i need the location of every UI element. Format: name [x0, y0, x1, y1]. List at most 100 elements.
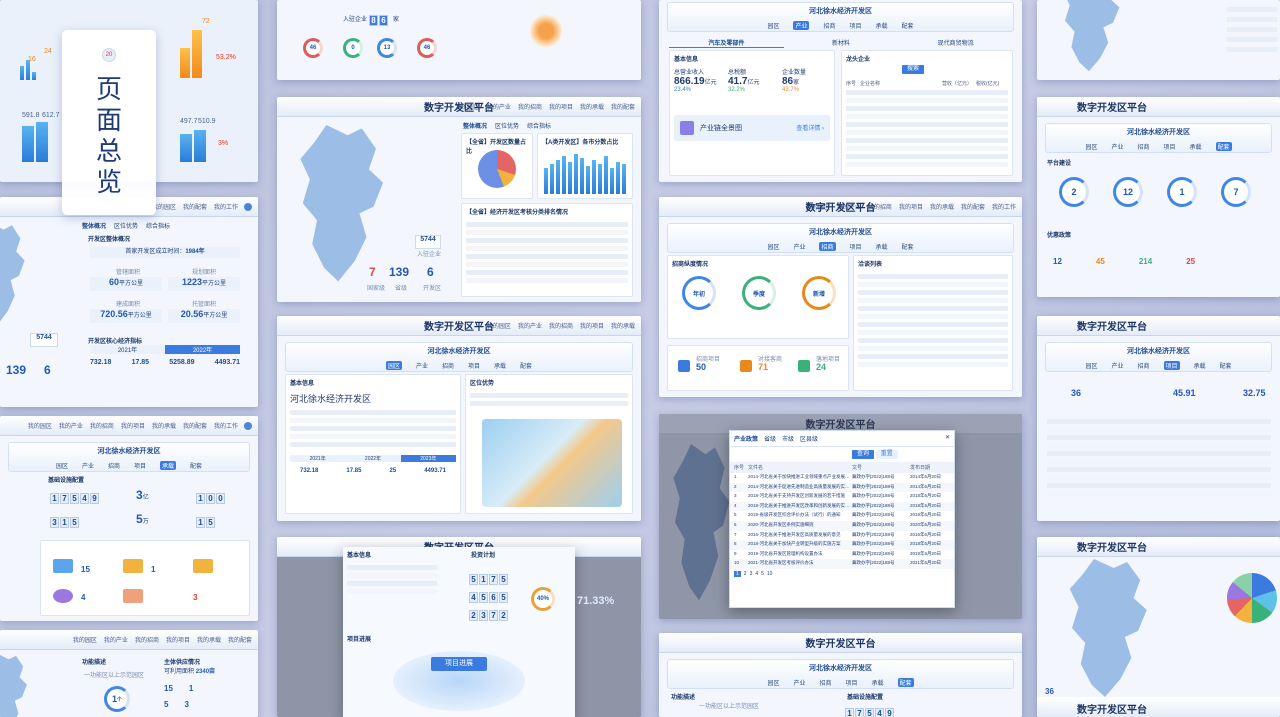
tab-project[interactable]: 项目 — [845, 681, 858, 687]
year-2022[interactable]: 2022年 — [165, 345, 240, 354]
nav-item[interactable]: 我的产业 — [486, 105, 511, 111]
industry-tab[interactable]: 现代商贸物流 — [937, 41, 974, 47]
nav-item[interactable]: 我的工作 — [991, 205, 1016, 211]
nav-item[interactable]: 我的承载 — [610, 324, 635, 330]
tab-carry[interactable]: 承载 — [160, 461, 177, 470]
tab-carry[interactable]: 承载 — [875, 245, 888, 251]
nav-item[interactable]: 我的招商 — [867, 205, 892, 211]
tab-industry[interactable]: 产业 — [415, 364, 428, 370]
nav-item[interactable]: 我的产业 — [103, 638, 128, 644]
policy-row[interactable]: 6 2020-河北省开发区条例实施细则 冀政办字[2022]188号 2020年6月2… — [730, 520, 954, 531]
page-button[interactable]: 10 — [766, 570, 773, 577]
tab-park[interactable]: 园区 — [1085, 145, 1098, 151]
tab-support[interactable]: 配套 — [897, 678, 914, 687]
tab-park[interactable]: 园区 — [1085, 364, 1098, 370]
avatar[interactable] — [244, 202, 252, 211]
year-tab[interactable]: 2023年 — [400, 455, 456, 462]
nav-item[interactable]: 我的招商 — [89, 424, 114, 430]
year-2021[interactable]: 2021年 — [90, 345, 165, 354]
nav-item[interactable]: 我的园区 — [72, 638, 97, 644]
nav-item[interactable]: 我的承载 — [151, 424, 176, 430]
modal-tab[interactable]: 区县级 — [800, 437, 819, 443]
tab-project[interactable]: 项目 — [849, 24, 862, 30]
nav-item[interactable]: 我的项目 — [120, 424, 145, 430]
tab-project[interactable]: 项目 — [849, 245, 862, 251]
tab-carry[interactable]: 承载 — [494, 364, 507, 370]
tab-index[interactable]: 综合指标 — [146, 224, 171, 230]
nav-item[interactable]: 我的招商 — [548, 324, 573, 330]
tab-investment[interactable]: 招商 — [1137, 145, 1150, 151]
policy-row[interactable]: 7 2016-河北省关于推进开发区高质量发展的意见 冀政办字[2022]188号 20… — [730, 531, 954, 541]
tab-project[interactable]: 项目 — [134, 464, 147, 470]
tab-park[interactable]: 园区 — [767, 681, 780, 687]
tab-park[interactable]: 园区 — [767, 24, 780, 30]
tab-investment[interactable]: 招商 — [441, 364, 454, 370]
policy-row[interactable]: 5 2019-省级开发区综合评价办法（试行）的通知 冀政办字[2022]188号 20… — [730, 511, 954, 521]
tab-investment[interactable]: 招商 — [1137, 364, 1150, 370]
tab-carry[interactable]: 承载 — [871, 681, 884, 687]
page-button[interactable]: 5 — [761, 570, 764, 577]
nav-item[interactable]: 我的产业 — [58, 424, 83, 430]
tab-investment[interactable]: 招商 — [819, 242, 836, 251]
policy-row[interactable]: 3 2018-河北省关于支持开发区创新发展的若干措施 冀政办字[2022]188号 2… — [730, 492, 954, 502]
page-button[interactable]: 2 — [743, 570, 747, 577]
tab-park[interactable]: 园区 — [767, 245, 780, 251]
nav-item[interactable]: 我的配套 — [182, 205, 207, 211]
nav-item[interactable]: 我的工作 — [213, 424, 238, 430]
tab-investment[interactable]: 招商 — [823, 24, 836, 30]
nav-item[interactable]: 我的项目 — [898, 205, 923, 211]
nav-item[interactable]: 我的配套 — [227, 638, 252, 644]
year-tab[interactable]: 2022年 — [345, 455, 401, 462]
policy-row[interactable]: 10 2021-河北省开发区考核评价办法 冀政办字[2022]188号 2021年6月… — [730, 559, 954, 569]
tab-support[interactable]: 配套 — [901, 24, 914, 30]
tab-project[interactable]: 项目 — [1163, 145, 1176, 151]
nav-item[interactable]: 我的园区 — [805, 205, 830, 211]
tab-carry[interactable]: 承载 — [1193, 364, 1206, 370]
nav-item[interactable]: 我的承载 — [196, 638, 221, 644]
policy-row[interactable]: 8 2018-河北省关于加快产业转型升级的实施方案 冀政办字[2022]188号 20… — [730, 540, 954, 550]
tab-carry[interactable]: 承载 — [875, 24, 888, 30]
reset-button[interactable]: 重置 — [875, 450, 898, 459]
query-button[interactable]: 查询 — [852, 450, 875, 459]
industry-tab[interactable]: 新材料 — [832, 41, 851, 47]
tab-location[interactable]: 区位优势 — [495, 124, 520, 130]
tab-project[interactable]: 项目 — [1163, 361, 1180, 370]
modal-tab[interactable]: 市级 — [782, 437, 795, 443]
tab-location[interactable]: 区位优势 — [114, 224, 139, 230]
tab-investment[interactable]: 招商 — [819, 681, 832, 687]
nav-item[interactable]: 我的工作 — [213, 205, 238, 211]
nav-item[interactable]: 我的承载 — [579, 105, 604, 111]
tab-industry[interactable]: 产业 — [1111, 145, 1124, 151]
nav-item[interactable]: 我的配套 — [182, 424, 207, 430]
nav-item[interactable]: 我的项目 — [579, 324, 604, 330]
search-button[interactable]: 搜索 — [902, 65, 925, 74]
nav-item[interactable]: 我的项目 — [548, 105, 573, 111]
tab-overview[interactable]: 整体概况 — [82, 224, 107, 230]
tab-industry[interactable]: 产业 — [793, 681, 806, 687]
nav-item[interactable]: 我的项目 — [165, 638, 190, 644]
policy-row[interactable]: 2 2014-河北省关于促进先进制造业高质量发展的实施方案 冀政办字[2022]18… — [730, 482, 954, 493]
tab-index[interactable]: 综合指标 — [527, 124, 552, 130]
page-button[interactable]: 3 — [749, 570, 753, 577]
tab-overview[interactable]: 整体概况 — [463, 124, 488, 130]
nav-item[interactable]: 我的产业 — [836, 205, 861, 211]
avatar[interactable] — [244, 421, 252, 430]
nav-item[interactable]: 我的承载 — [929, 205, 954, 211]
nav-item[interactable]: 我的园区 — [486, 324, 511, 330]
page-button[interactable]: 4 — [755, 570, 759, 577]
policy-row[interactable]: 4 2018-河北省关于推进开发区改革和创新发展的实施意见 冀政办字[2022]18… — [730, 501, 954, 512]
tab-support[interactable]: 配套 — [520, 364, 533, 370]
nav-item[interactable]: 我的园区 — [455, 105, 480, 111]
policy-row[interactable]: 9 2019-河北省开发区管理机构设置办法 冀政办字[2022]188号 2019年6… — [730, 550, 954, 560]
modal-tab[interactable]: 产业政策 — [734, 437, 759, 443]
tab-industry[interactable]: 产业 — [81, 464, 94, 470]
tab-support[interactable]: 配套 — [1219, 364, 1232, 370]
chain-banner[interactable]: 产业链全景图 查看详情 › — [674, 115, 830, 141]
chain-more[interactable]: 查看详情 › — [796, 126, 824, 132]
nav-item[interactable]: 我的产业 — [517, 324, 542, 330]
tab-project[interactable]: 项目 — [468, 364, 481, 370]
nav-item[interactable]: 我的配套 — [960, 205, 985, 211]
tab-support[interactable]: 配套 — [1215, 142, 1232, 151]
tab-investment[interactable]: 招商 — [107, 464, 120, 470]
tab-support[interactable]: 配套 — [901, 245, 914, 251]
